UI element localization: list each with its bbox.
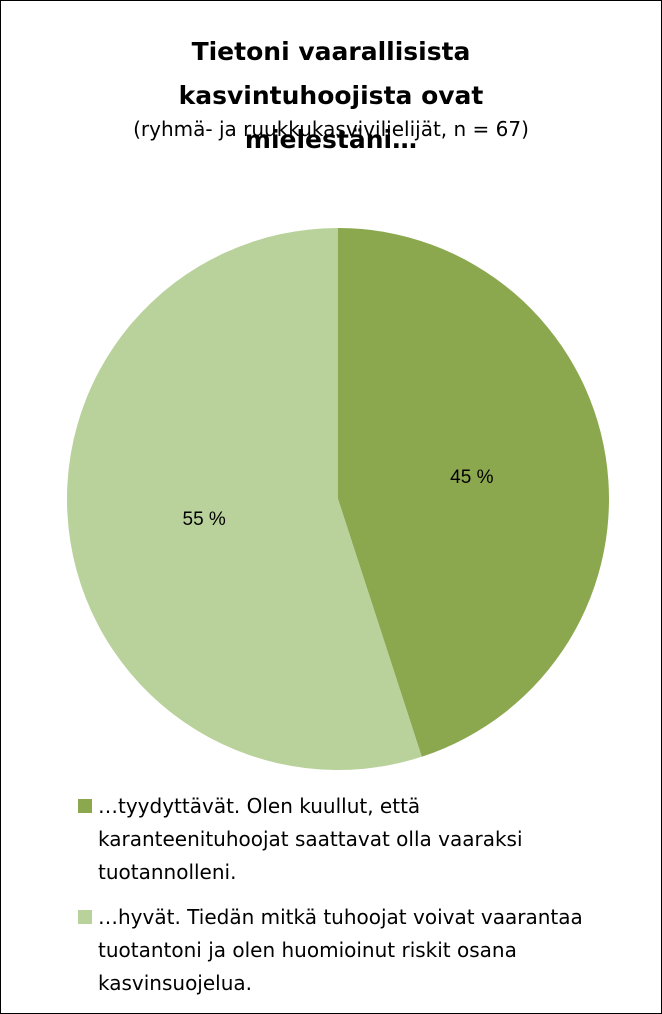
chart-title: Tietoni vaarallisista kasvintuhoojista o… — [0, 30, 662, 162]
legend: …tyydyttävät. Olen kuullut, että karante… — [76, 790, 596, 1012]
chart-subtitle: (ryhmä- ja ruukkukasviviljelijät, n = 67… — [133, 117, 529, 141]
legend-entry: …hyvät. Tiedän mitkä tuhoojat voivat vaa… — [76, 901, 596, 1000]
chart-title-text: Tietoni vaarallisista kasvintuhoojista o… — [178, 37, 484, 154]
legend-entry: …tyydyttävät. Olen kuullut, että karante… — [76, 790, 596, 889]
data-label: 55 % — [183, 509, 226, 530]
legend-label: …hyvät. Tiedän mitkä tuhoojat voivat vaa… — [98, 905, 583, 995]
data-label: 45 % — [450, 467, 493, 488]
pie-slice — [338, 228, 610, 757]
legend-label: …tyydyttävät. Olen kuullut, että karante… — [98, 794, 523, 884]
pie-slice — [67, 228, 422, 770]
legend-swatch — [78, 799, 92, 813]
legend-swatch — [78, 910, 92, 924]
